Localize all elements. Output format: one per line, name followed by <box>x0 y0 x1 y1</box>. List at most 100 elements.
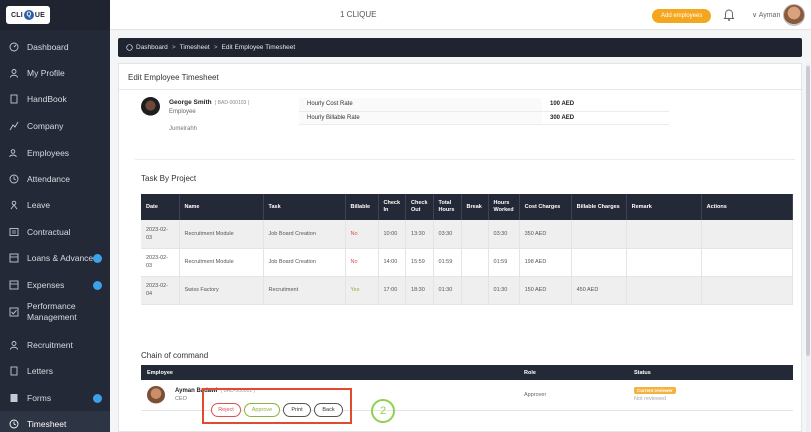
sidebar-item-label: Forms <box>27 393 52 403</box>
divider <box>135 159 795 160</box>
forms-icon <box>10 394 18 402</box>
sidebar: Dashboard My Profile HandBook Company Em… <box>0 30 110 432</box>
user-avatar[interactable] <box>783 4 805 26</box>
step-number-marker: 2 <box>371 399 395 423</box>
sidebar-item-label: Timesheet <box>27 419 67 429</box>
sidebar-item-company[interactable]: Company <box>0 113 110 139</box>
approve-button[interactable]: Approve <box>244 403 280 417</box>
sidebar-item-label: Company <box>27 121 64 131</box>
column-header: Break <box>461 194 489 220</box>
table-row[interactable]: 2023-02-03 Recruitment Module Job Board … <box>141 248 794 277</box>
rate-row: Hourly Billable Rate 300 AED <box>299 111 669 125</box>
scrollbar-thumb[interactable] <box>806 66 810 356</box>
task-section-title: Task By Project <box>141 174 197 183</box>
employee-avatar <box>141 97 160 116</box>
reviewer-avatar <box>147 385 165 404</box>
logo-text-right: UE <box>34 11 45 19</box>
coc-table-header: Employee Role Status <box>141 365 793 380</box>
bell-icon[interactable] <box>722 8 736 22</box>
leave-icon <box>10 200 18 210</box>
column-header: Employee <box>141 365 518 380</box>
rate-row: Hourly Cost Rate 100 AED <box>299 98 669 112</box>
cell-status: Current reviewer Not reviewed <box>628 380 793 411</box>
sidebar-item-leave[interactable]: Leave <box>0 192 110 218</box>
building-icon <box>9 121 19 131</box>
cell-break <box>461 276 489 305</box>
sidebar-item-my-profile[interactable]: My Profile <box>0 60 110 86</box>
sidebar-item-forms[interactable]: Forms <box>0 385 110 411</box>
cell-billable: Yes <box>345 276 379 305</box>
sidebar-item-handbook[interactable]: HandBook <box>0 86 110 112</box>
column-header: Check In <box>378 194 407 220</box>
cell-task: Job Board Creation <box>263 220 346 249</box>
sidebar-item-dashboard[interactable]: Dashboard <box>0 34 110 60</box>
users-icon <box>9 149 17 158</box>
sidebar-item-attendance[interactable]: Attendance <box>0 166 110 192</box>
column-header: Billable Charges <box>571 194 627 220</box>
cell-remark <box>626 248 702 277</box>
page-title: Edit Employee Timesheet <box>128 73 219 82</box>
column-header: Role <box>518 365 628 380</box>
user-menu[interactable]: ∨ Ayman <box>752 11 780 19</box>
notification-badge <box>93 393 102 403</box>
table-row[interactable]: 2023-02-03 Recruitment Module Job Board … <box>141 220 794 249</box>
rate-value: 100 AED <box>542 98 669 112</box>
reviewer-position: CEO <box>175 395 187 402</box>
cell-check-out: 13:30 <box>405 220 434 249</box>
logo-area: CLI Q UE <box>0 0 110 30</box>
notification-badge <box>93 280 102 290</box>
task-table-header: Date Name Task Billable Check In Check O… <box>141 194 794 220</box>
sidebar-item-letters[interactable]: Letters <box>0 358 110 384</box>
sidebar-item-recruitment[interactable]: Recruitment <box>0 332 110 358</box>
cell-billable-charges <box>571 248 627 277</box>
cell-billable: No <box>345 248 379 277</box>
column-header: Name <box>179 194 264 220</box>
sidebar-item-contractual[interactable]: Contractual <box>0 219 110 245</box>
cell-name: Recruitment Module <box>179 220 264 249</box>
breadcrumb-timesheet[interactable]: Timesheet <box>179 44 210 51</box>
breadcrumb-current: Edit Employee Timesheet <box>221 44 296 51</box>
cell-date: 2023-02-03 <box>141 220 180 249</box>
cell-check-in: 14:00 <box>378 248 407 277</box>
rate-label: Hourly Billable Rate <box>299 111 542 125</box>
document-icon <box>10 94 18 104</box>
cell-name: Swiss Factory <box>179 276 264 305</box>
breadcrumb-separator: > <box>171 44 176 51</box>
contract-icon <box>9 228 19 236</box>
add-employees-button[interactable]: Add employees <box>652 9 712 23</box>
column-header: Check Out <box>405 194 434 220</box>
sidebar-item-performance-management[interactable]: Performance Management <box>0 298 110 326</box>
sidebar-item-label: Attendance <box>27 174 71 184</box>
cell-billable-charges: 450 AED <box>571 276 627 305</box>
sidebar-item-expenses[interactable]: Expenses <box>0 272 110 298</box>
sidebar-item-label: Loans & Advances <box>27 253 98 263</box>
print-button[interactable]: Print <box>283 403 311 417</box>
sidebar-item-label: Performance Management <box>27 301 77 322</box>
cell-check-in: 10:00 <box>378 220 407 249</box>
cell-cost-charges: 198 AED <box>519 248 572 277</box>
app-title: 1 CLIQUE <box>340 10 377 19</box>
app-logo[interactable]: CLI Q UE <box>6 6 50 24</box>
cell-date: 2023-02-04 <box>141 276 180 305</box>
sidebar-item-timesheet[interactable]: Timesheet <box>0 411 110 432</box>
table-row[interactable]: 2023-02-04 Swiss Factory Recruitment Yes… <box>141 276 794 305</box>
back-button[interactable]: Back <box>314 403 343 417</box>
cell-actions <box>701 276 794 305</box>
column-header: Hours Worked <box>488 194 520 220</box>
sidebar-item-employees[interactable]: Employees <box>0 140 110 166</box>
column-header: Status <box>628 365 793 380</box>
reject-button[interactable]: Reject <box>211 403 241 417</box>
sidebar-item-loans-advances[interactable]: Loans & Advances <box>0 245 110 271</box>
clock-icon <box>9 174 19 184</box>
user-icon <box>10 69 18 78</box>
breadcrumb: Dashboard > Timesheet > Edit Employee Ti… <box>118 38 802 57</box>
breadcrumb-dashboard[interactable]: Dashboard <box>136 44 168 51</box>
employee-location: Jumeirahh <box>169 126 198 132</box>
main-content: Dashboard > Timesheet > Edit Employee Ti… <box>110 30 811 432</box>
cell-name: Recruitment Module <box>179 248 264 277</box>
cell-total-hours: 01:30 <box>433 276 462 305</box>
cell-task: Job Board Creation <box>263 248 346 277</box>
reviewer-id: ( BAD-000001 ) <box>220 387 256 394</box>
cell-role: Approver <box>518 380 628 411</box>
reviewer-text: Ayman Badawi( BAD-000001 ) CEO <box>175 388 255 402</box>
